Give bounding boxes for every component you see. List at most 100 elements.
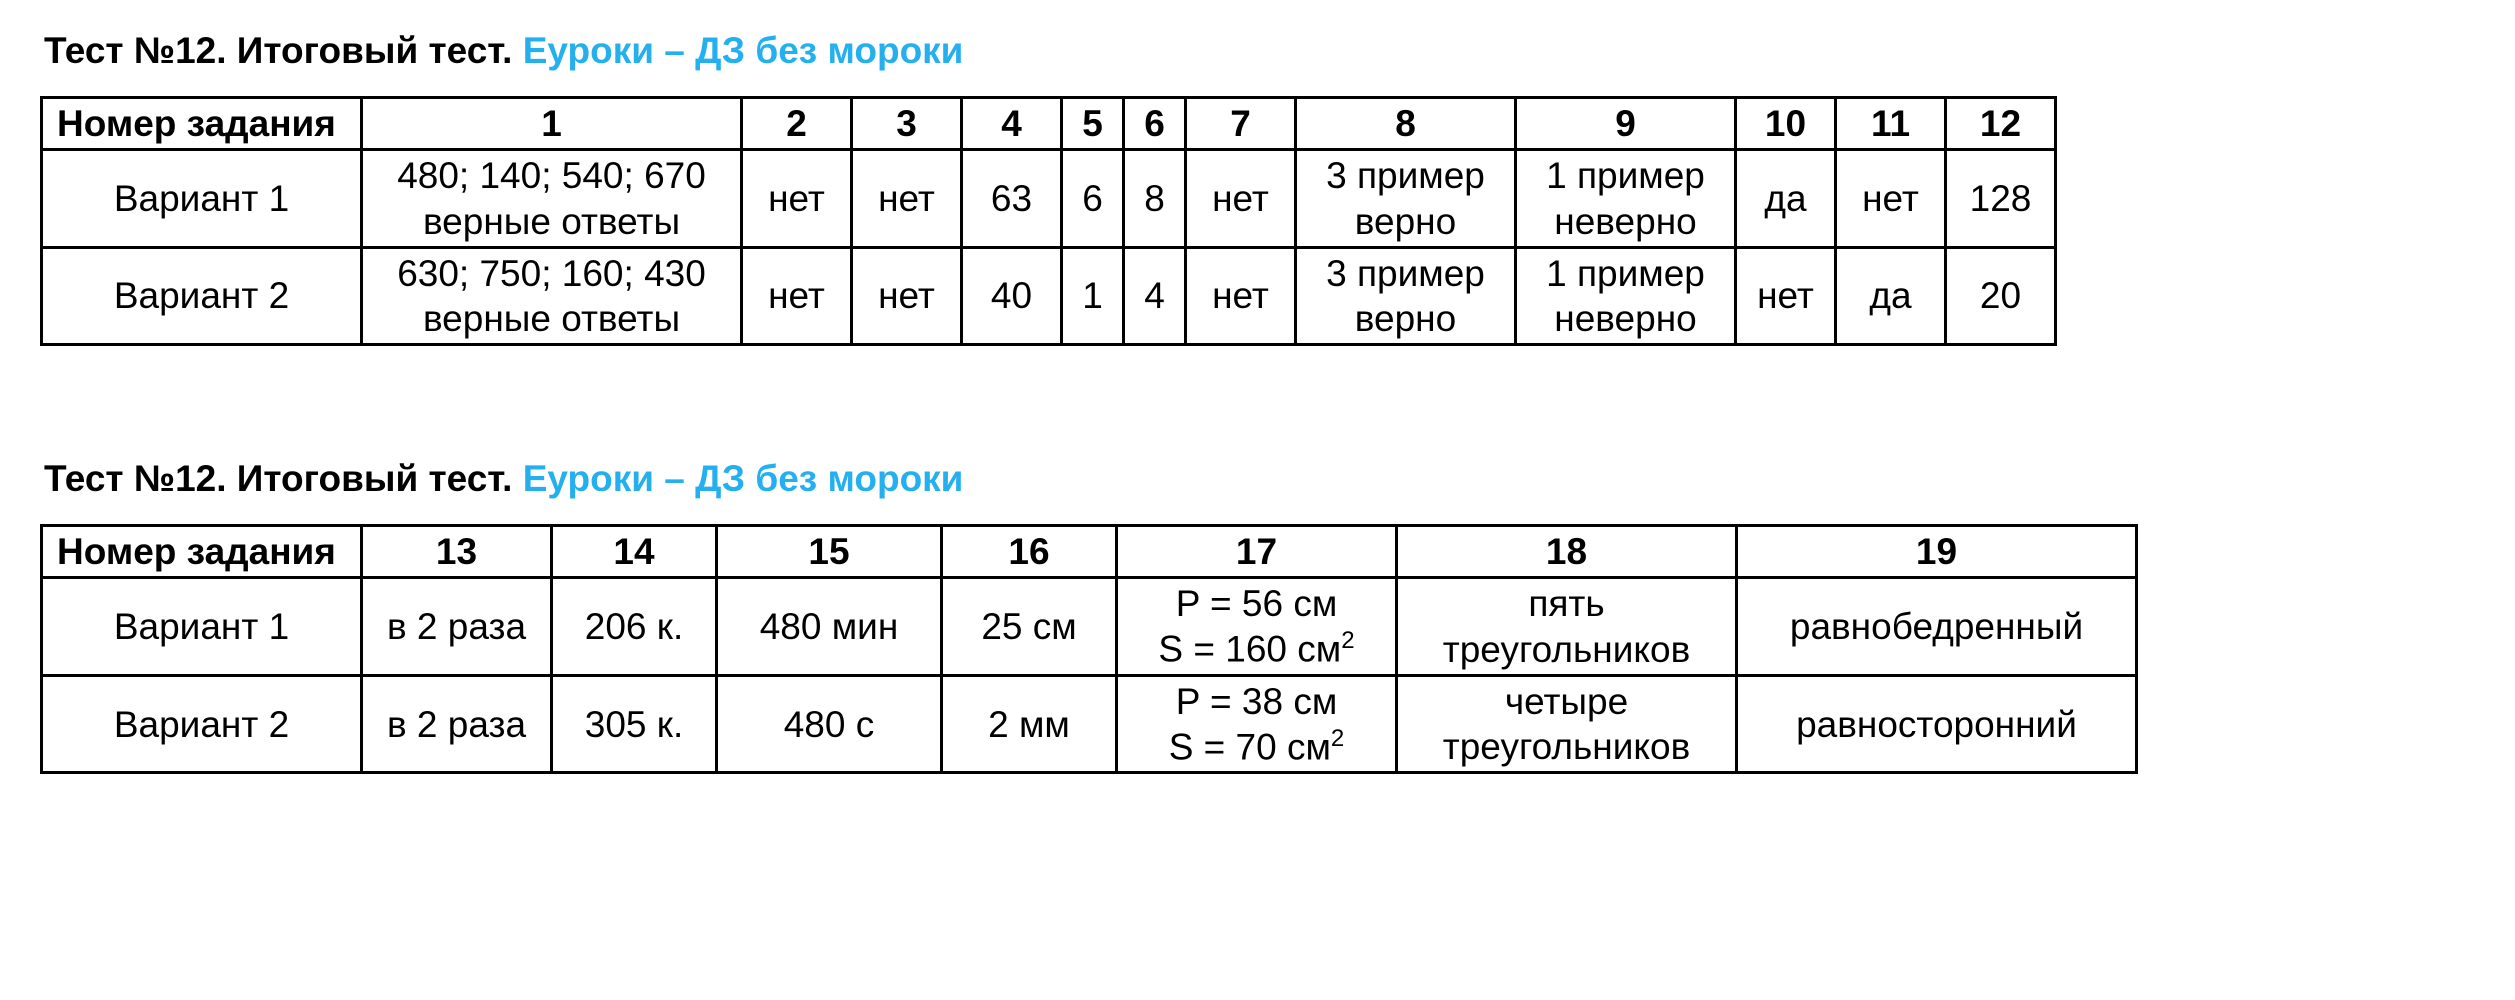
t1-r2-c1-l2: верные ответы [373, 296, 730, 341]
t2-r2-c14: 305 к. [552, 675, 717, 773]
heading-2-black: Тест №12. Итоговый тест. [44, 458, 523, 499]
t1-header-row: Номер задания 1 2 3 4 5 6 7 8 9 10 11 12 [42, 98, 2056, 150]
t2-r1-c18: пять треугольников [1397, 578, 1737, 676]
t1-h-11: 11 [1836, 98, 1946, 150]
t1-h-4: 4 [962, 98, 1062, 150]
t1-r2-c5: 1 [1062, 247, 1124, 344]
t1-r1-c1-l2: верные ответы [373, 199, 730, 244]
t1-r1-c9: 1 пример неверно [1516, 150, 1736, 247]
t2-row-2: Вариант 2 в 2 раза 305 к. 480 с 2 мм P =… [42, 675, 2137, 773]
t2-r2-c17-l1: P = 38 см [1128, 679, 1385, 724]
t2-r2-c18-l2: треугольников [1408, 724, 1725, 769]
t2-r2-c13: в 2 раза [362, 675, 552, 773]
t1-h-6: 6 [1124, 98, 1186, 150]
heading-1: Тест №12. Итоговый тест. Еуроки – ДЗ без… [44, 28, 2475, 74]
t1-r1-c5: 6 [1062, 150, 1124, 247]
t1-r2-c8-l2: верно [1307, 296, 1504, 341]
t1-r1-c8-l1: 3 пример [1307, 153, 1504, 198]
answers-table-2: Номер задания 13 14 15 16 17 18 19 Вариа… [40, 524, 2138, 774]
t2-r1-c18-l1: пять [1408, 581, 1725, 626]
t2-r2-c18: четыре треугольников [1397, 675, 1737, 773]
t2-r2-c17: P = 38 см S = 70 см2 [1117, 675, 1397, 773]
t2-h-15: 15 [717, 526, 942, 578]
t1-h-10: 10 [1736, 98, 1836, 150]
t1-r1-c3: нет [852, 150, 962, 247]
t1-r2-c7: нет [1186, 247, 1296, 344]
t2-r2-c19: равносторонний [1737, 675, 2137, 773]
t1-row-2: Вариант 2 630; 750; 160; 430 верные отве… [42, 247, 2056, 344]
t1-r1-label: Вариант 1 [42, 150, 362, 247]
t1-r2-c9-l2: неверно [1527, 296, 1724, 341]
t2-r1-c17-sup: 2 [1341, 627, 1354, 654]
t1-r1-c7: нет [1186, 150, 1296, 247]
t2-r2-c16: 2 мм [942, 675, 1117, 773]
t1-r1-c12: 128 [1946, 150, 2056, 247]
t1-r1-c11: нет [1836, 150, 1946, 247]
t2-r2-label: Вариант 2 [42, 675, 362, 773]
t1-h-3: 3 [852, 98, 962, 150]
t2-r2-c17-l2p: S = 70 см [1169, 726, 1331, 767]
t2-r2-c18-l1: четыре [1408, 679, 1725, 724]
t1-r1-c6: 8 [1124, 150, 1186, 247]
t1-r2-c10: нет [1736, 247, 1836, 344]
t1-h-8: 8 [1296, 98, 1516, 150]
t2-h-13: 13 [362, 526, 552, 578]
t1-h-5: 5 [1062, 98, 1124, 150]
t1-r2-c1-l1: 630; 750; 160; 430 [373, 251, 730, 296]
t1-h-12: 12 [1946, 98, 2056, 150]
t2-r1-c13: в 2 раза [362, 578, 552, 676]
t2-r1-c17-l2: S = 160 см2 [1128, 626, 1385, 671]
t1-r2-c9-l1: 1 пример [1527, 251, 1724, 296]
t2-r1-c17-l2p: S = 160 см [1158, 629, 1341, 670]
t1-r2-c11: да [1836, 247, 1946, 344]
t1-r1-c4: 63 [962, 150, 1062, 247]
t1-r1-c2: нет [742, 150, 852, 247]
t1-h-7: 7 [1186, 98, 1296, 150]
t1-h-2: 2 [742, 98, 852, 150]
t2-r1-c17: P = 56 см S = 160 см2 [1117, 578, 1397, 676]
t1-r2-c9: 1 пример неверно [1516, 247, 1736, 344]
t1-h-9: 9 [1516, 98, 1736, 150]
t1-r2-c2: нет [742, 247, 852, 344]
t2-r1-c18-l2: треугольников [1408, 627, 1725, 672]
section-spacer [40, 346, 2475, 456]
t1-r1-c9-l2: неверно [1527, 199, 1724, 244]
t1-row-1: Вариант 1 480; 140; 540; 670 верные отве… [42, 150, 2056, 247]
t1-r2-c6: 4 [1124, 247, 1186, 344]
answers-table-1: Номер задания 1 2 3 4 5 6 7 8 9 10 11 12… [40, 96, 2057, 346]
t2-h-17: 17 [1117, 526, 1397, 578]
t2-rowhdr: Номер задания [42, 526, 362, 578]
t1-r1-c1-l1: 480; 140; 540; 670 [373, 153, 730, 198]
t2-row-1: Вариант 1 в 2 раза 206 к. 480 мин 25 см … [42, 578, 2137, 676]
heading-1-blue: Еуроки – ДЗ без мороки [523, 30, 964, 71]
t1-r2-label: Вариант 2 [42, 247, 362, 344]
t1-r1-c9-l1: 1 пример [1527, 153, 1724, 198]
heading-1-black: Тест №12. Итоговый тест. [44, 30, 523, 71]
t1-h-1: 1 [362, 98, 742, 150]
t2-header-row: Номер задания 13 14 15 16 17 18 19 [42, 526, 2137, 578]
t2-r2-c17-l2: S = 70 см2 [1128, 724, 1385, 769]
t1-rowhdr: Номер задания [42, 98, 362, 150]
heading-2-blue: Еуроки – ДЗ без мороки [523, 458, 964, 499]
heading-2: Тест №12. Итоговый тест. Еуроки – ДЗ без… [44, 456, 2475, 502]
t2-r1-c14: 206 к. [552, 578, 717, 676]
t1-r1-c8: 3 пример верно [1296, 150, 1516, 247]
t2-r2-c15: 480 с [717, 675, 942, 773]
t1-r1-c8-l2: верно [1307, 199, 1504, 244]
t2-r1-c16: 25 см [942, 578, 1117, 676]
t2-r1-c17-l1: P = 56 см [1128, 581, 1385, 626]
t1-r2-c12: 20 [1946, 247, 2056, 344]
t2-h-18: 18 [1397, 526, 1737, 578]
t1-r2-c8-l1: 3 пример [1307, 251, 1504, 296]
t1-r2-c4: 40 [962, 247, 1062, 344]
t2-h-14: 14 [552, 526, 717, 578]
t1-r2-c8: 3 пример верно [1296, 247, 1516, 344]
t2-r2-c17-sup: 2 [1331, 725, 1344, 752]
t1-r2-c1: 630; 750; 160; 430 верные ответы [362, 247, 742, 344]
t1-r1-c1: 480; 140; 540; 670 верные ответы [362, 150, 742, 247]
t2-h-16: 16 [942, 526, 1117, 578]
t2-r1-c19: равнобедренный [1737, 578, 2137, 676]
t2-r1-label: Вариант 1 [42, 578, 362, 676]
t2-r1-c15: 480 мин [717, 578, 942, 676]
t1-r1-c10: да [1736, 150, 1836, 247]
